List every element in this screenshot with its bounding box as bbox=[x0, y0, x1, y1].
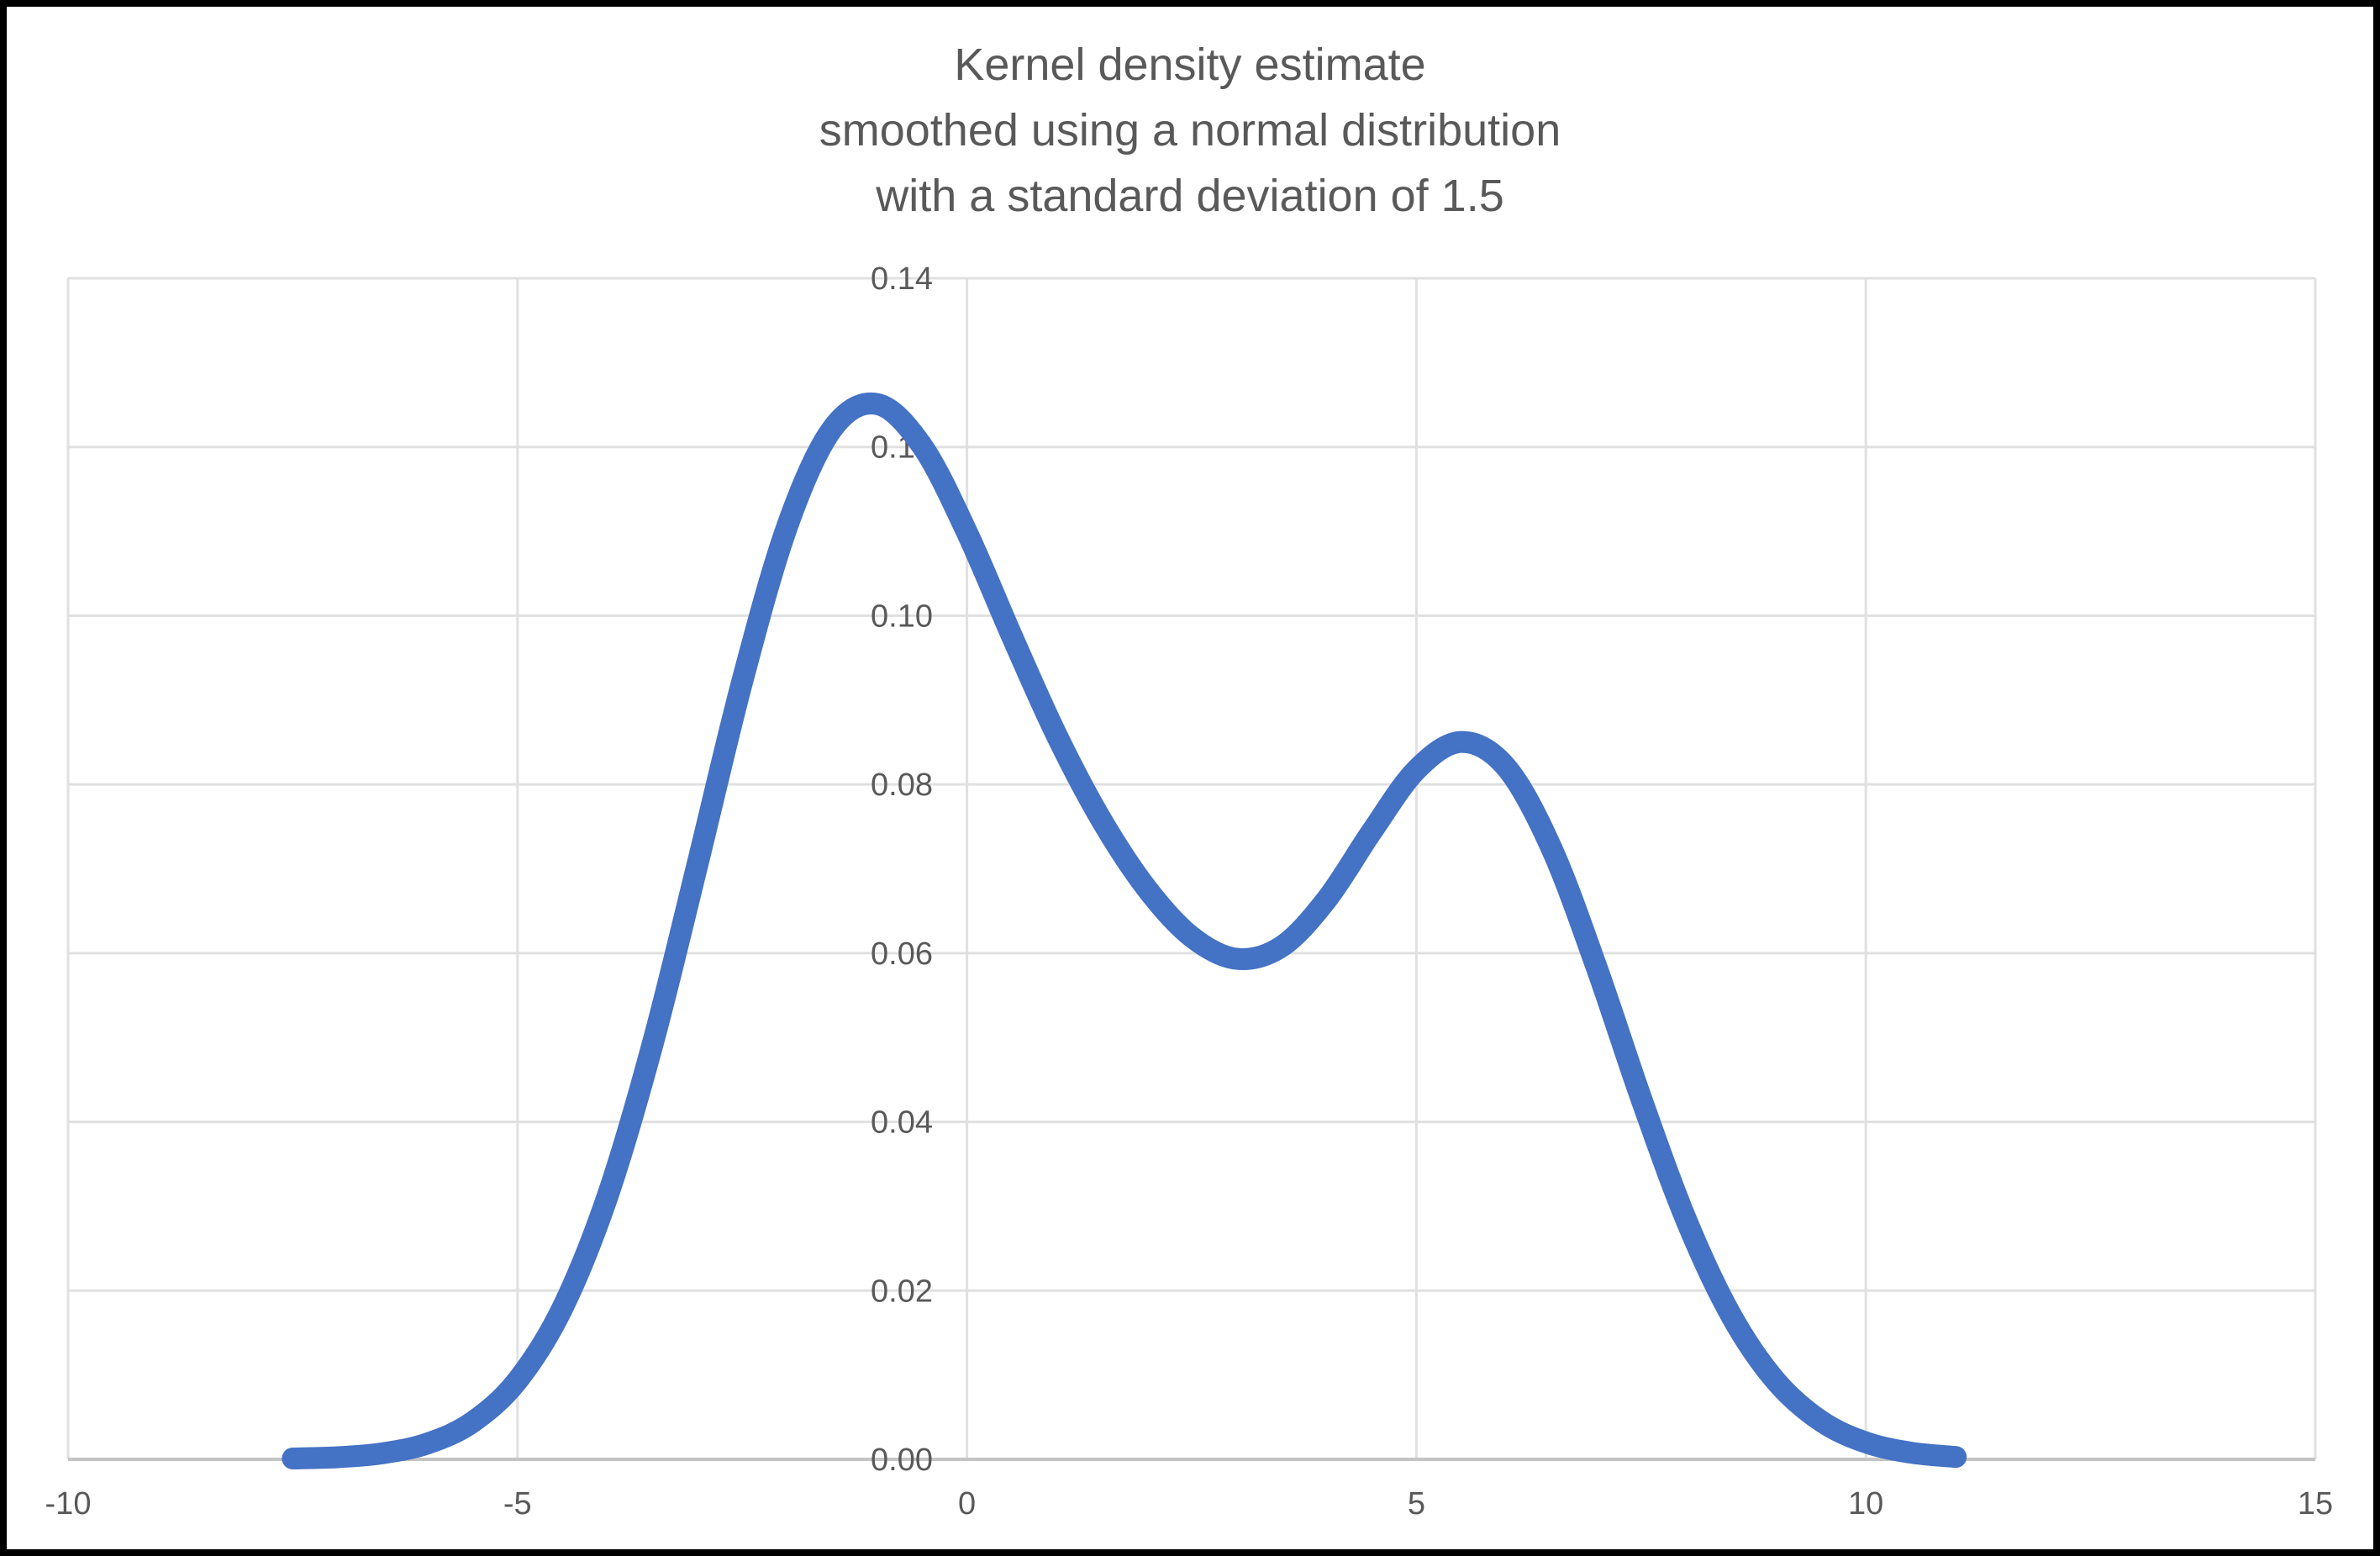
x-tick-label: -5 bbox=[503, 1486, 532, 1522]
chart-title-line-1: Kernel density estimate bbox=[954, 40, 1426, 90]
x-tick-label: 15 bbox=[2298, 1486, 2333, 1522]
kde-curve bbox=[282, 392, 1967, 1469]
chart-title-line-2: smoothed using a normal distribution bbox=[819, 105, 1561, 156]
y-tick-label: 0.04 bbox=[871, 1105, 933, 1141]
chart-title: Kernel density estimate smoothed using a… bbox=[0, 32, 2380, 229]
y-tick-label: 0.14 bbox=[871, 261, 933, 297]
x-tick-label: -10 bbox=[45, 1486, 92, 1522]
y-tick-label: 0.02 bbox=[871, 1274, 933, 1309]
y-tick-label: 0.10 bbox=[871, 599, 933, 634]
y-tick-label: 0.08 bbox=[871, 767, 933, 803]
x-tick-label: 5 bbox=[1408, 1486, 1425, 1522]
x-tick-label: 10 bbox=[1848, 1486, 1883, 1522]
y-tick-label: 0.00 bbox=[871, 1443, 933, 1478]
x-tick-label: 0 bbox=[958, 1486, 976, 1522]
chart-title-line-3: with a standard deviation of 1.5 bbox=[876, 171, 1504, 221]
y-tick-label: 0.06 bbox=[871, 936, 933, 972]
